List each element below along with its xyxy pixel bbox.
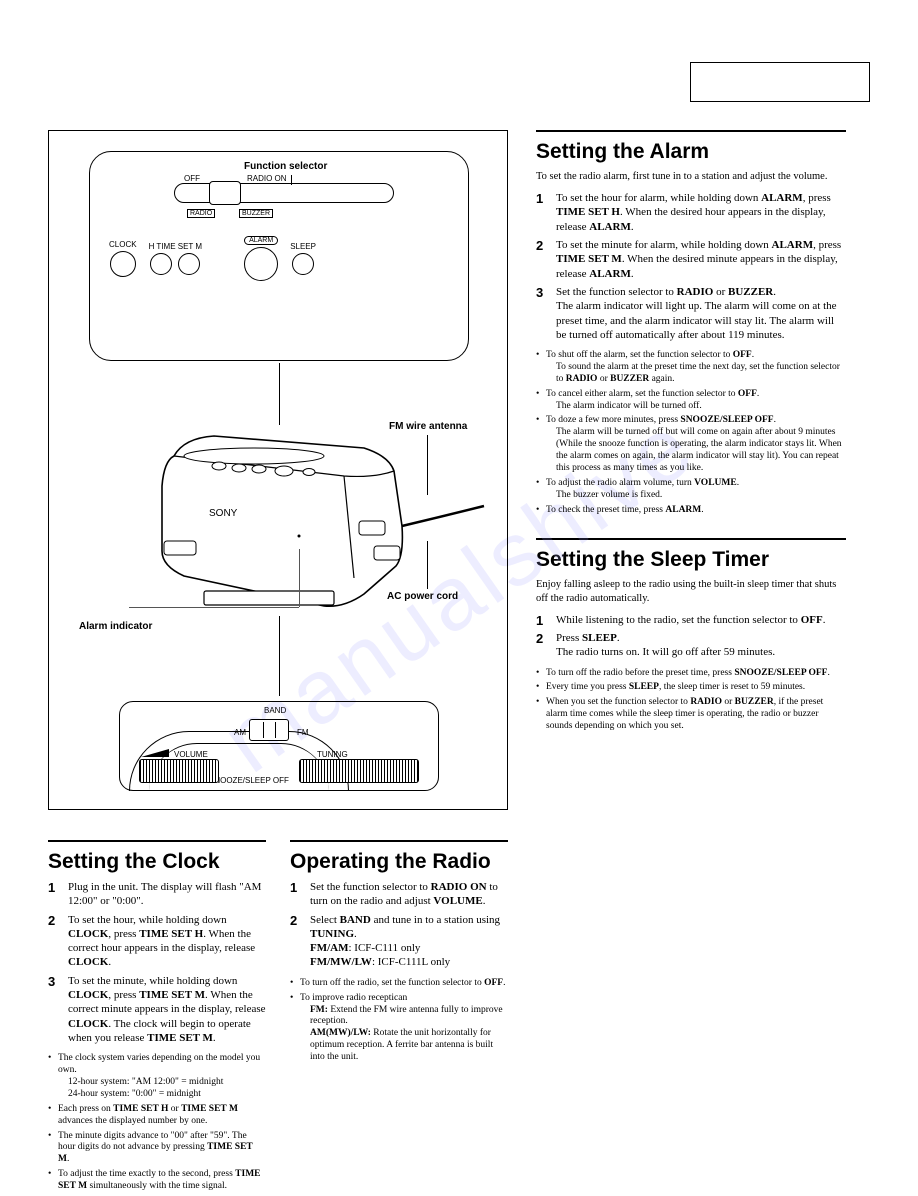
alarm-note-1-sub: To sound the alarm at the preset time th… xyxy=(546,362,846,386)
alarm-step-2: To set the minute for alarm, while holdi… xyxy=(536,238,846,281)
alarm-notes: To shut off the alarm, set the function … xyxy=(536,350,846,516)
alarm-step-3: Set the function selector to RADIO or BU… xyxy=(536,285,846,342)
alarm-step-1: To set the hour for alarm, while holding… xyxy=(536,191,846,234)
clock-title: Setting the Clock xyxy=(48,850,266,874)
selector-knob xyxy=(209,181,241,205)
alarm-note-4: To adjust the radio alarm volume, turn V… xyxy=(536,478,846,502)
alarm-note-4-sub: The buzzer volume is fixed. xyxy=(546,490,846,502)
sleep-step-2: Press SLEEP.The radio turns on. It will … xyxy=(536,631,846,660)
radio-step-2: Select BAND and tune in to a station usi… xyxy=(290,913,508,970)
clock-label: CLOCK xyxy=(109,240,137,249)
sleep-note-1: To turn off the radio before the preset … xyxy=(536,668,846,680)
right-column: Setting the Alarm To set the radio alarm… xyxy=(536,130,846,1196)
clock-step-3: To set the minute, while holding down CL… xyxy=(48,974,266,1045)
sleep-timer-section: Setting the Sleep Timer Enjoy falling as… xyxy=(536,538,846,733)
alarm-note-2-sub: The alarm indicator will be turned off. xyxy=(546,401,846,413)
clock-note-1a: 12-hour system: "AM 12:00" = midnight xyxy=(58,1077,266,1089)
volume-icon xyxy=(141,749,169,757)
sleep-knob: SLEEP xyxy=(290,242,316,275)
setting-clock-section: Setting the Clock Plug in the unit. The … xyxy=(48,840,266,1196)
radio-title: Operating the Radio xyxy=(290,850,508,874)
alarm-note-3: To doze a few more minutes, press SNOOZE… xyxy=(536,415,846,474)
clock-note-4: To adjust the time exactly to the second… xyxy=(48,1169,266,1193)
sleep-note-3: When you set the function selector to RA… xyxy=(536,697,846,733)
alarm-note-5: To check the preset time, press ALARM. xyxy=(536,505,846,517)
radio-notes: To turn off the radio, set the function … xyxy=(290,978,508,1064)
band-switch xyxy=(249,719,289,741)
sleep-label: SLEEP xyxy=(290,242,316,251)
control-row: CLOCK H TIME SET M ALARM SLEEP xyxy=(109,236,316,281)
radio-steps: Set the function selector to RADIO ON to… xyxy=(290,880,508,970)
band-label: BAND xyxy=(264,706,286,715)
off-label: OFF xyxy=(184,174,200,183)
clock-note-3: The minute digits advance to "00" after … xyxy=(48,1131,266,1167)
clock-step-1: Plug in the unit. The display will flash… xyxy=(48,880,266,909)
selector-slot xyxy=(174,183,394,203)
cord-line xyxy=(427,541,428,589)
radio-mode-label: RADIO xyxy=(187,209,215,218)
sleep-note-2: Every time you press SLEEP, the sleep ti… xyxy=(536,682,846,694)
ac-cord-label: AC power cord xyxy=(387,591,458,602)
alarm-indicator-label: Alarm indicator xyxy=(79,621,152,632)
alarm-btn-label: ALARM xyxy=(244,236,278,245)
fm-antenna-label: FM wire antenna xyxy=(389,421,467,432)
radio-step-1: Set the function selector to RADIO ON to… xyxy=(290,880,508,909)
volume-label: VOLUME xyxy=(174,750,208,759)
radio-on-label: RADIO ON xyxy=(247,174,287,183)
clock-notes: The clock system varies depending on the… xyxy=(48,1053,266,1193)
time-set-knobs: H TIME SET M xyxy=(149,242,203,275)
radio-note-2: To improve radio receptican FM: Extend t… xyxy=(290,993,508,1064)
alarm-title: Setting the Alarm xyxy=(536,140,846,164)
bottom-text-columns: Setting the Clock Plug in the unit. The … xyxy=(48,840,508,1196)
main-layout: Function selector OFF RADIO ON RADIO BUZ… xyxy=(48,130,870,1196)
tuning-label: TUNING xyxy=(317,750,348,759)
clock-knob: CLOCK xyxy=(109,240,137,277)
volume-wheel xyxy=(139,759,219,783)
alarm-note-3-sub: The alarm will be turned off but will co… xyxy=(546,427,846,475)
clock-steps: Plug in the unit. The display will flash… xyxy=(48,880,266,1045)
sleep-notes: To turn off the radio before the preset … xyxy=(536,668,846,733)
setting-alarm-section: Setting the Alarm To set the radio alarm… xyxy=(536,130,846,516)
operating-radio-section: Operating the Radio Set the function sel… xyxy=(290,840,508,1196)
antenna-line xyxy=(427,435,428,495)
clock-note-1b: 24-hour system: "0:00" = midnight xyxy=(58,1089,266,1101)
sony-logo: SONY xyxy=(209,508,237,519)
buzzer-mode-label: BUZZER xyxy=(239,209,273,218)
sleep-lead: Enjoy falling asleep to the radio using … xyxy=(536,578,846,604)
clock-radio-device xyxy=(144,416,414,616)
left-column: Function selector OFF RADIO ON RADIO BUZ… xyxy=(48,130,508,1196)
fm-label: FM xyxy=(297,728,309,737)
alarm-ind-line2 xyxy=(129,607,299,608)
clock-step-2: To set the hour, while holding down CLOC… xyxy=(48,913,266,970)
clock-note-2: Each press on TIME SET H or TIME SET M a… xyxy=(48,1104,266,1128)
sleep-step-1: While listening to the radio, set the fu… xyxy=(536,613,846,627)
radio-note-1: To turn off the radio, set the function … xyxy=(290,978,508,990)
alarm-knob: ALARM xyxy=(244,236,278,281)
sleep-steps: While listening to the radio, set the fu… xyxy=(536,613,846,660)
time-set-label: H TIME SET M xyxy=(149,242,203,251)
tuning-wheel xyxy=(299,759,419,783)
device-diagram: Function selector OFF RADIO ON RADIO BUZ… xyxy=(48,130,508,810)
alarm-lead: To set the radio alarm, first tune in to… xyxy=(536,170,846,183)
am-label: AM xyxy=(234,728,246,737)
radio-note-am: AM(MW)/LW: Rotate the unit horizontally … xyxy=(300,1028,508,1064)
alarm-note-2: To cancel either alarm, set the function… xyxy=(536,389,846,413)
header-box xyxy=(690,62,870,102)
alarm-note-1: To shut off the alarm, set the function … xyxy=(536,350,846,386)
alarm-ind-line xyxy=(299,549,300,607)
alarm-steps: To set the hour for alarm, while holding… xyxy=(536,191,846,342)
function-selector-label: Function selector xyxy=(244,161,327,172)
clock-note-1: The clock system varies depending on the… xyxy=(48,1053,266,1101)
radio-note-fm: FM: Extend the FM wire antenna fully to … xyxy=(300,1005,508,1029)
sleep-title: Setting the Sleep Timer xyxy=(536,548,846,572)
connector2 xyxy=(279,616,280,696)
